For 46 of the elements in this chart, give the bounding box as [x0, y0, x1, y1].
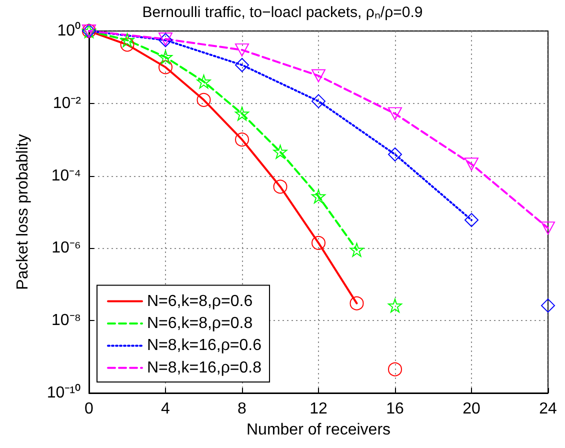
x-tick-label: 20 — [462, 400, 480, 418]
point — [541, 298, 555, 313]
point — [350, 242, 364, 257]
y-axis-title: Packet loss probablity — [14, 134, 32, 290]
y-tick-label: 10⁰ — [57, 22, 81, 40]
point — [158, 50, 172, 64]
point — [312, 236, 326, 250]
x-tick-label: 12 — [310, 400, 328, 418]
x-tick-label: 16 — [386, 400, 404, 418]
point — [388, 107, 402, 120]
x-tick-label: 0 — [84, 400, 94, 418]
point — [120, 38, 134, 52]
point — [235, 43, 249, 56]
legend-label: N=6,k=8,ρ=0.8 — [147, 315, 253, 332]
chart-title: Bernoulli traffic, to−loacl packets, ρₙ/ρ=0.9 — [142, 4, 423, 21]
point — [312, 69, 326, 82]
point — [196, 74, 211, 89]
y-tick-label: 10⁻¹⁰ — [46, 384, 81, 402]
point — [120, 33, 134, 48]
point — [312, 94, 326, 108]
point — [464, 158, 478, 171]
y-tick-label: 10⁻⁶ — [52, 240, 81, 257]
point — [350, 296, 364, 310]
x-tick-label: 4 — [161, 400, 170, 418]
point — [235, 58, 249, 72]
point — [273, 180, 288, 194]
x-axis-title: Number of receivers — [246, 421, 391, 438]
x-tick-label: 24 — [539, 400, 557, 418]
point — [273, 144, 288, 159]
legend-label: N=8,k=16,ρ=0.8 — [147, 359, 262, 376]
point — [388, 362, 402, 376]
point — [235, 106, 249, 121]
point — [541, 222, 555, 235]
legend-label: N=8,k=16,ρ=0.6 — [147, 337, 262, 354]
point — [388, 147, 402, 162]
y-tick-label: 10⁻⁴ — [51, 167, 82, 184]
y-tick-label: 10⁻² — [52, 94, 82, 112]
point — [464, 213, 478, 228]
point — [196, 92, 211, 107]
x-tick-label: 8 — [238, 400, 247, 418]
point — [158, 60, 172, 74]
legend-label: N=6,k=8,ρ=0.6 — [147, 292, 253, 310]
point — [388, 298, 402, 313]
point — [312, 189, 326, 204]
point — [235, 132, 249, 147]
y-tick-label: 10⁻⁸ — [51, 312, 81, 330]
